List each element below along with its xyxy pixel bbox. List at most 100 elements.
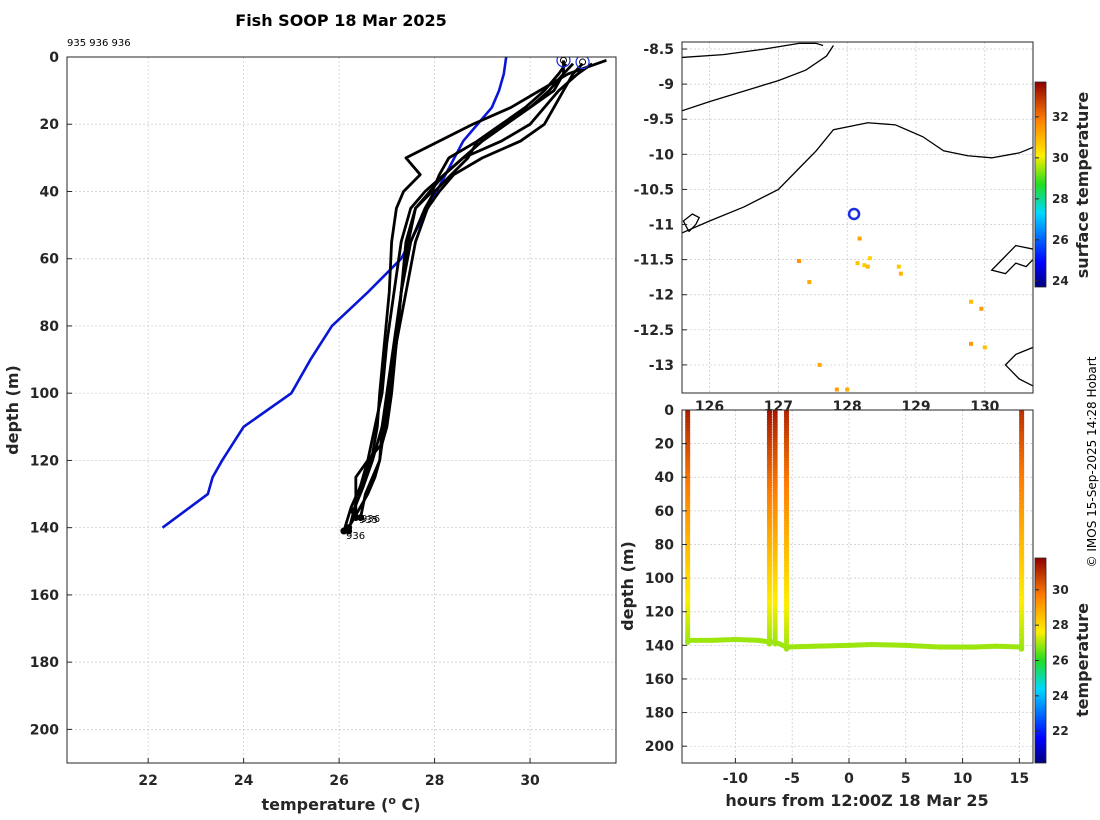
profile-axes-box: [66, 56, 617, 764]
profile-line-1: [359, 62, 584, 518]
section-cast-point: [772, 641, 778, 647]
surface-obs-cell: [979, 306, 984, 311]
map-colorbar-tick-label: 32: [1052, 110, 1069, 124]
profile-y-label: depth (m): [3, 365, 22, 455]
section-colorbar-label: temperature: [1073, 603, 1092, 717]
section-y-tick-label: 0: [664, 403, 674, 419]
section-x-label: hours from 12:00Z 18 Mar 25: [725, 791, 988, 810]
section-colorbar-ticks: 22 24 26 28 30: [1035, 583, 1069, 738]
profile-x-tick-label: 24: [234, 773, 254, 789]
profile-line-5: [347, 62, 575, 532]
section-colorbar-tick-label: 26: [1052, 654, 1069, 668]
section-y-tick-label: 140: [645, 638, 674, 654]
surface-marker-1: [575, 57, 590, 70]
section-y-tick-label: 200: [645, 739, 674, 755]
coastline-0: [682, 42, 824, 59]
map-panel: -8.5-9-9.5-10-10.5-11-11.5-12-12.5-13 12…: [634, 41, 1092, 415]
profile-end-labels: 935 936 936: [346, 514, 380, 542]
profile-line-4: [342, 59, 607, 532]
surface-obs-cell: [969, 341, 974, 346]
section-cast-point: [1019, 646, 1025, 652]
section-colorbar-tick-label: 24: [1052, 689, 1069, 703]
section-x-tick-label: 5: [901, 771, 911, 787]
climatology-line: [161, 57, 508, 529]
profile-end-dot: [352, 514, 360, 522]
surface-obs-cell: [817, 362, 822, 367]
surface-marker-0: [556, 57, 571, 68]
profile-header-note: 935 936 936: [67, 38, 131, 49]
coastline-1: [682, 45, 834, 112]
map-lat-tick-label: -13: [649, 358, 674, 374]
profile-end-dot: [345, 527, 353, 535]
map-lat-tick-label: -11: [649, 218, 674, 234]
surface-obs-cell: [845, 387, 850, 392]
profile-title: Fish SOOP 18 Mar 2025: [235, 11, 446, 30]
profile-y-tick-label: 0: [49, 50, 59, 66]
section-y-tick-label: 20: [655, 437, 675, 453]
map-coastlines: [682, 42, 1033, 387]
profile-y-tick-label: 100: [30, 386, 59, 402]
surface-obs-cell: [865, 264, 870, 269]
surface-obs-cell: [862, 263, 867, 268]
end-label-935: 935: [359, 515, 378, 526]
map-lat-tick-label: -10.5: [634, 182, 674, 198]
surface-obs-cell: [797, 259, 801, 264]
section-x-tick-label: -10: [723, 771, 749, 787]
profile-y-tick-label: 200: [30, 722, 59, 738]
section-colorbar-tick-label: 28: [1052, 618, 1069, 632]
surface-obs-cell: [834, 387, 839, 392]
coastline-2: [682, 122, 1033, 234]
profile-line-3: [352, 62, 593, 512]
map-lat-tick-label: -9.5: [643, 112, 674, 128]
section-y-tick-label: 40: [655, 470, 675, 486]
end-label-936-a: 936: [361, 514, 380, 525]
surface-obs-cell: [898, 271, 903, 276]
section-colorbar-tick-label: 22: [1052, 724, 1069, 738]
section-x-tick-label: 15: [1010, 771, 1029, 787]
section-y-ticks: 0 20 40 60 80 100 120 140 160 180 200: [645, 403, 687, 755]
section-x-ticks: -10 -5 0 5 10 15: [723, 758, 1029, 787]
section-x-tick-label: 10: [953, 771, 973, 787]
credit-text: © IMOS 15-Sep-2025 14:28 Hobart: [1085, 356, 1099, 567]
profile-y-tick-label: 40: [40, 184, 60, 200]
section-y-tick-label: 100: [645, 571, 674, 587]
profile-x-ticks: 22 24 26 28 30: [138, 758, 540, 789]
ship-track-marker: [847, 207, 861, 221]
map-colorbar-tick-label: 24: [1052, 274, 1069, 288]
coastline-5: [1004, 346, 1033, 387]
section-y-tick-label: 80: [655, 537, 675, 553]
section-y-tick-label: 180: [645, 706, 674, 722]
profile-line-2: [354, 62, 568, 518]
profile-x-tick-label: 30: [520, 773, 540, 789]
map-axes-box: [681, 41, 1034, 394]
map-lat-tick-label: -11.5: [634, 253, 674, 269]
section-cast-point: [685, 639, 691, 645]
section-x-tick-label: 0: [844, 771, 854, 787]
section-x-tick-label: -5: [784, 771, 800, 787]
profile-plot-area: [67, 57, 616, 763]
section-plot-area: [682, 410, 1033, 763]
map-colorbar-tick-label: 28: [1052, 192, 1069, 206]
profile-series-group: [340, 59, 607, 535]
section-cast-point: [766, 641, 773, 647]
surface-markers: [556, 57, 590, 70]
section-panel: -10 -5 0 5 10 15 020406080100120140160180200 …: [618, 403, 1092, 810]
profile-y-tick-label: 20: [40, 117, 60, 133]
map-colorbar-tick-label: 30: [1052, 151, 1069, 165]
section-y-tick-label: 120: [645, 605, 674, 621]
surface-obs-cell: [807, 280, 812, 285]
profile-x-tick-label: 28: [425, 773, 444, 789]
profile-x-label: temperature (o C): [261, 794, 420, 814]
surface-obs-cell: [857, 236, 862, 241]
map-colorbar-label: surface temperature: [1073, 92, 1092, 279]
section-y-tick-label: 60: [655, 504, 675, 520]
section-y-tick-label: 160: [645, 672, 674, 688]
surface-obs-cell: [982, 345, 987, 350]
section-y-label: depth (m): [618, 541, 637, 631]
surface-obs-cell: [867, 256, 872, 261]
profile-y-ticks: 0 20 40 60 80 100 120 140 160 180 200: [30, 50, 72, 738]
surface-obs-cell: [969, 299, 974, 304]
section-colorbar-tick-label: 30: [1052, 583, 1069, 597]
map-lat-tick-label: -12: [649, 288, 674, 304]
